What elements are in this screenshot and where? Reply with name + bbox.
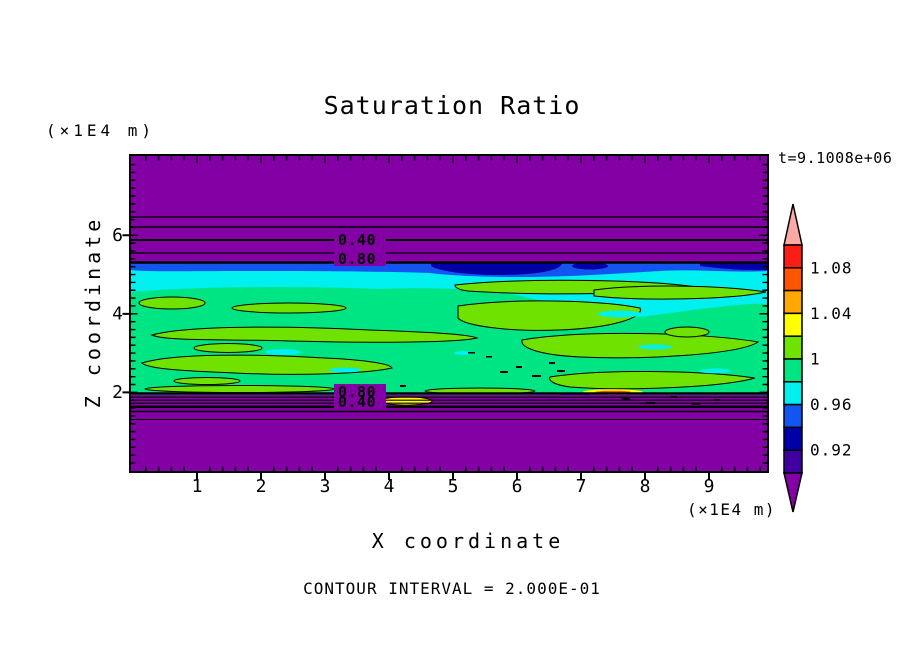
x-tick-6: 6 xyxy=(512,476,523,497)
axis-tick-marks xyxy=(122,156,767,480)
cyan-pockets xyxy=(265,310,731,374)
colorbar-below-range-arrow xyxy=(783,472,803,513)
colorbar-cell-0 xyxy=(783,244,803,269)
y-tick-2: 2 xyxy=(112,382,123,403)
x-axis-title: X coordinate xyxy=(372,529,565,553)
colorbar-above-range-arrow xyxy=(783,203,803,246)
colorbar-label-096: 0.96 xyxy=(810,395,853,414)
colorbar xyxy=(783,203,803,513)
contour-label-bottom-040: 0.40 xyxy=(338,393,376,411)
y-axis-units-label: (×1E4 m) xyxy=(46,121,155,140)
colorbar-cell-4 xyxy=(783,335,803,360)
contour-interval-note: CONTOUR INTERVAL = 2.000E-01 xyxy=(303,579,601,598)
top-contour-lines xyxy=(131,216,767,264)
y-tick-4: 4 xyxy=(112,304,123,325)
bottom-contour-lines xyxy=(131,392,767,420)
chart-title: Saturation Ratio xyxy=(324,91,581,120)
colorbar-cell-7 xyxy=(783,403,803,429)
contour-label-top-040: 0.40 xyxy=(338,231,376,249)
x-tick-1: 1 xyxy=(192,476,203,497)
time-annotation: t=9.1008e+06 xyxy=(778,149,892,167)
colorbar-label-100: 1 xyxy=(810,350,821,369)
colorbar-cell-6 xyxy=(783,381,803,406)
colorbar-cell-8 xyxy=(783,426,803,451)
contour-label-bottom-080: 0.80 xyxy=(338,383,376,401)
x-tick-8: 8 xyxy=(640,476,651,497)
colorbar-label-092: 0.92 xyxy=(810,441,853,460)
contour-label-top-080: 0.80 xyxy=(338,250,376,268)
x-tick-2: 2 xyxy=(256,476,267,497)
x-axis-tick-labels: 1 2 3 4 5 6 7 8 9 xyxy=(192,476,715,497)
colorbar-cell-1 xyxy=(783,267,803,292)
y-tick-6: 6 xyxy=(112,225,123,246)
x-tick-3: 3 xyxy=(320,476,331,497)
contour-line-labels: 0.40 0.80 0.80 0.40 xyxy=(334,229,386,411)
y-axis-title: Z coordinate xyxy=(81,216,105,409)
colorbar-cell-9 xyxy=(783,449,803,474)
minor-tick-marks xyxy=(131,156,767,471)
colorbar-cell-2 xyxy=(783,289,803,315)
colorbar-label-108: 1.08 xyxy=(810,259,853,278)
plot-area: 0.40 0.80 0.80 0.40 xyxy=(122,154,769,480)
colorbar-label-104: 1.04 xyxy=(810,304,853,323)
y-axis-tick-labels: 6 4 2 xyxy=(112,225,123,403)
x-tick-7: 7 xyxy=(576,476,587,497)
colorbar-cell-3 xyxy=(783,312,803,337)
x-tick-9: 9 xyxy=(704,476,715,497)
x-axis-units-label: (×1E4 m) xyxy=(687,500,776,519)
navy-patches xyxy=(431,262,767,275)
x-tick-4: 4 xyxy=(384,476,395,497)
colorbar-cell-5 xyxy=(783,358,803,383)
field-layers: 0.40 0.80 0.80 0.40 xyxy=(131,216,767,420)
major-tick-marks xyxy=(122,234,710,480)
colorbar-labels: 1.08 1.04 1 0.96 0.92 xyxy=(810,259,853,460)
x-tick-5: 5 xyxy=(448,476,459,497)
